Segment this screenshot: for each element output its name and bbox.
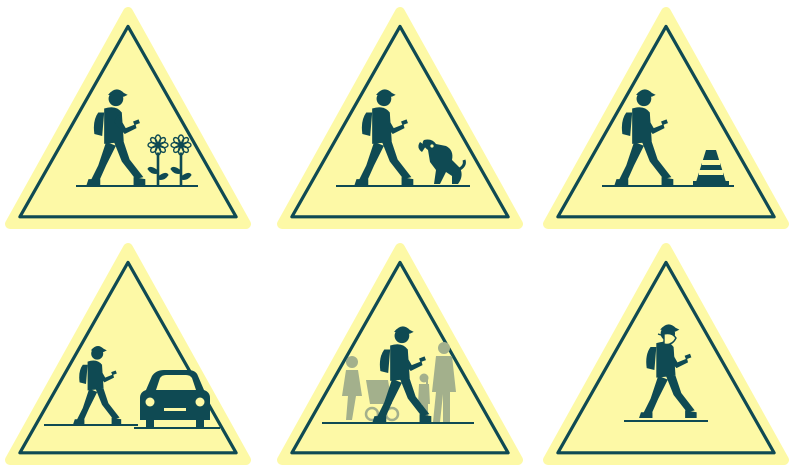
faded-people-icon <box>342 342 456 422</box>
dog-icon <box>418 139 466 184</box>
sign-cone <box>543 7 789 229</box>
face-mask-icon <box>657 332 677 346</box>
sign-border <box>18 24 238 219</box>
car-icon <box>140 370 210 428</box>
ground-line <box>322 422 474 424</box>
ground-line <box>76 185 198 187</box>
ground-line <box>44 424 138 426</box>
sign-car <box>5 243 251 465</box>
sign-crowd <box>277 243 523 465</box>
ground-line <box>624 420 708 422</box>
ground-line <box>134 427 220 429</box>
ground-line <box>602 185 734 187</box>
sign-dog <box>277 7 523 229</box>
ground-line <box>336 185 470 187</box>
sign-flowers <box>5 7 251 229</box>
sign-border <box>290 24 510 219</box>
sign-masked <box>543 243 789 465</box>
traffic-cone-icon <box>693 150 729 185</box>
